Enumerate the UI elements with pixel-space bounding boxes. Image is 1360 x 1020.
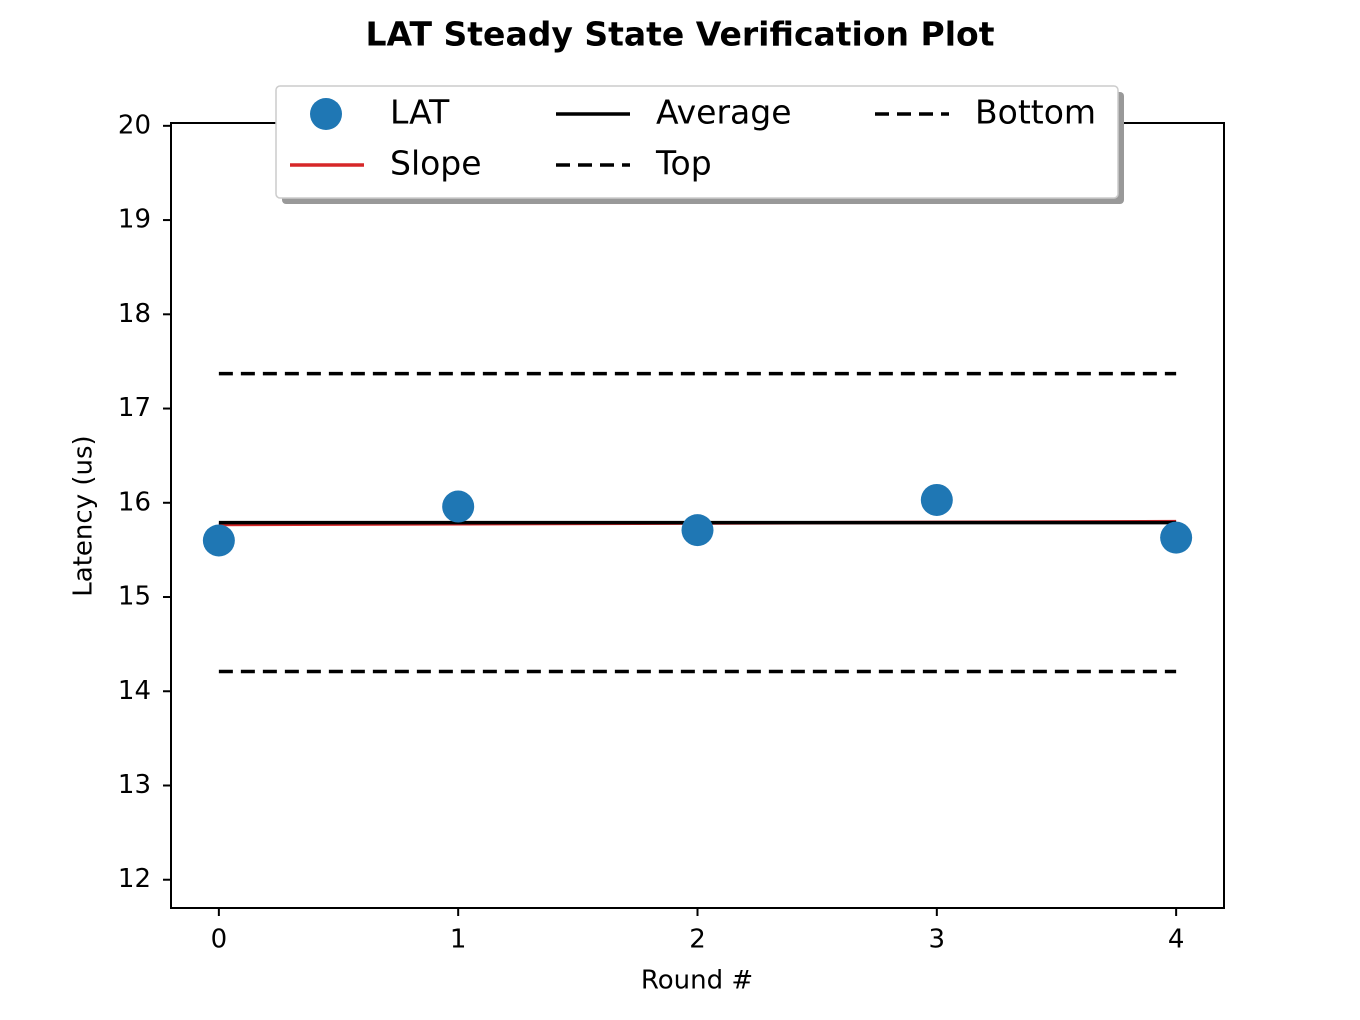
legend-label: Average [656, 93, 792, 132]
y-tick-label: 12 [118, 864, 151, 894]
legend-label: LAT [390, 93, 450, 132]
x-tick-label: 4 [1168, 925, 1185, 955]
x-tick-label: 2 [689, 925, 706, 955]
y-tick-label: 15 [118, 582, 151, 612]
x-tick-label: 0 [211, 925, 228, 955]
y-tick-label: 20 [118, 110, 151, 140]
y-tick-label: 17 [118, 393, 151, 423]
legend-label: Top [655, 144, 712, 183]
y-tick-label: 19 [118, 205, 151, 235]
y-tick-label: 13 [118, 770, 151, 800]
point [681, 514, 714, 547]
point [202, 524, 235, 557]
point [442, 490, 475, 523]
y-tick-label: 18 [118, 299, 151, 329]
point [1160, 521, 1193, 554]
chart-title: LAT Steady State Verification Plot [366, 15, 995, 54]
y-tick-label: 16 [118, 487, 151, 517]
legend-marker [310, 98, 342, 130]
legend-label: Slope [390, 144, 482, 183]
y-axis-label: Latency (us) [69, 435, 99, 596]
x-axis-label: Round # [641, 966, 753, 996]
y-tick-label: 14 [118, 676, 151, 706]
x-tick-label: 3 [929, 925, 946, 955]
legend-label: Bottom [975, 93, 1096, 132]
point [920, 483, 953, 516]
x-tick-label: 1 [450, 925, 467, 955]
